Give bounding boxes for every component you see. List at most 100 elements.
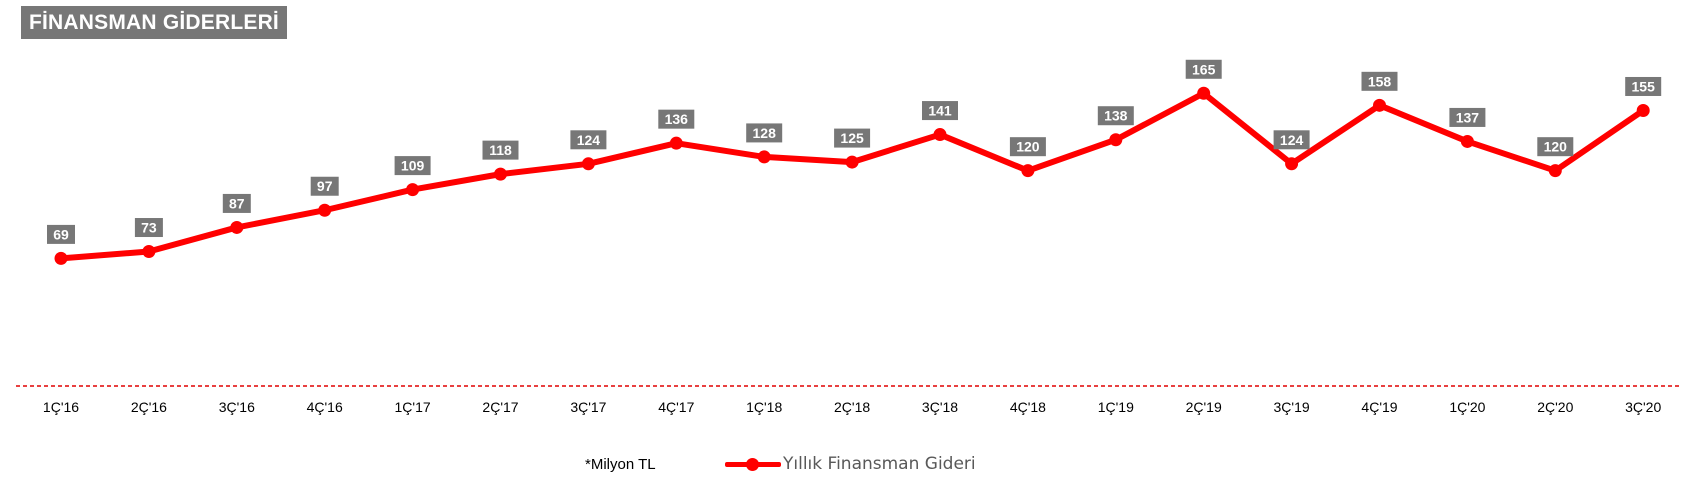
data-label-text: 97	[317, 178, 333, 194]
data-label-text: 120	[1544, 139, 1568, 155]
series-line	[58, 90, 1647, 262]
data-label-box	[922, 101, 958, 121]
data-label: 158	[1361, 71, 1398, 91]
data-label: 87	[222, 193, 251, 213]
data-label-box	[1273, 130, 1310, 150]
x-tick-label: 3Ç'20	[1625, 399, 1661, 415]
data-label-box	[482, 140, 519, 160]
data-label-box	[1537, 137, 1574, 157]
data-point	[1021, 164, 1035, 178]
data-label: 138	[1097, 106, 1134, 126]
data-label: 124	[1273, 130, 1310, 150]
data-point	[230, 220, 244, 234]
data-label-text: 120	[1016, 139, 1040, 155]
data-label-box	[222, 193, 251, 213]
x-tick-label: 4Ç'19	[1361, 399, 1397, 415]
x-tick-label: 3Ç'17	[570, 399, 606, 415]
data-label: 97	[310, 176, 339, 196]
data-label-text: 109	[401, 158, 425, 174]
legend-line-marker-icon	[725, 454, 781, 474]
data-label: 125	[834, 128, 871, 148]
x-tick-label: 1Ç'17	[395, 399, 431, 415]
data-point	[1109, 133, 1123, 147]
data-label-text: 136	[665, 111, 689, 127]
chart-title: FİNANSMAN GİDERLERİ	[21, 6, 287, 39]
x-tick-label: 2Ç'20	[1537, 399, 1573, 415]
data-point	[1548, 164, 1562, 178]
data-label-text: 165	[1192, 61, 1216, 77]
data-label-box	[394, 156, 431, 176]
data-point	[1636, 103, 1650, 117]
data-label: 155	[1625, 76, 1662, 96]
data-point	[54, 251, 68, 265]
data-point	[845, 155, 859, 169]
x-tick-label: 1Ç'19	[1098, 399, 1134, 415]
data-label-box	[134, 218, 163, 238]
data-points	[54, 86, 1650, 265]
x-tick-label: 2Ç'18	[834, 399, 870, 415]
x-tick-label: 4Ç'17	[658, 399, 694, 415]
data-point	[1285, 157, 1299, 171]
data-label-box	[1449, 107, 1486, 127]
data-label-box	[1361, 71, 1398, 91]
data-point	[318, 203, 332, 217]
data-label-text: 124	[577, 132, 601, 148]
x-tick-label: 4Ç'16	[307, 399, 343, 415]
x-axis-ticks: 1Ç'16 2Ç'16 3Ç'16 4Ç'16 1Ç'17 2Ç'17 3Ç'17 4Ç'17…	[43, 399, 1662, 415]
data-label: 137	[1449, 107, 1486, 127]
data-label: 73	[134, 218, 163, 238]
x-tick-label: 1Ç'20	[1449, 399, 1485, 415]
data-label-box	[834, 128, 871, 148]
data-point	[669, 136, 683, 150]
data-point	[933, 128, 947, 142]
x-tick-label: 4Ç'18	[1010, 399, 1046, 415]
data-label-text: 138	[1104, 108, 1128, 124]
data-label: 69	[47, 224, 75, 244]
data-point	[406, 183, 420, 197]
data-label-text: 118	[489, 142, 512, 158]
data-label-text: 155	[1632, 78, 1656, 94]
data-point	[494, 167, 507, 181]
x-tick-label: 3Ç'18	[922, 399, 958, 415]
data-label: 136	[658, 109, 695, 129]
data-label-text: 73	[141, 220, 157, 236]
legend: Yıllık Finansman Gideri	[725, 454, 976, 474]
x-tick-label: 2Ç'16	[131, 399, 167, 415]
data-label: 109	[394, 156, 431, 176]
data-label: 128	[746, 123, 783, 143]
data-label: 165	[1185, 59, 1222, 79]
data-label-text: 128	[753, 125, 777, 141]
data-label-text: 137	[1456, 109, 1480, 125]
data-point	[1460, 134, 1474, 148]
data-point	[757, 150, 771, 164]
data-label-box	[570, 130, 607, 150]
data-label-box	[658, 109, 695, 129]
data-label: 118	[482, 140, 519, 160]
x-tick-label: 3Ç'19	[1274, 399, 1310, 415]
x-tick-label: 1Ç'16	[43, 399, 79, 415]
data-label-box	[1185, 59, 1222, 79]
data-label-box	[1625, 76, 1662, 96]
x-tick-label: 2Ç'17	[482, 399, 518, 415]
data-label-text: 124	[1280, 132, 1304, 148]
data-label-text: 87	[229, 195, 245, 211]
data-label-text: 125	[840, 130, 864, 146]
data-label-box	[746, 123, 783, 143]
legend-label: Yıllık Finansman Gideri	[783, 454, 976, 474]
data-point	[581, 157, 595, 171]
data-label: 124	[570, 130, 607, 150]
data-label-box	[1097, 106, 1134, 126]
data-label-box	[310, 176, 339, 196]
data-label-text: 69	[53, 226, 69, 242]
x-tick-label: 1Ç'18	[746, 399, 782, 415]
data-label-box	[47, 224, 75, 244]
data-label-text: 158	[1368, 73, 1392, 89]
data-label-box	[1009, 137, 1046, 157]
data-point	[1197, 86, 1211, 100]
unit-note: *Milyon TL	[585, 456, 656, 473]
data-label: 120	[1009, 137, 1046, 157]
data-label-text: 141	[928, 103, 952, 119]
x-tick-label: 3Ç'16	[219, 399, 255, 415]
data-point	[1373, 98, 1386, 112]
